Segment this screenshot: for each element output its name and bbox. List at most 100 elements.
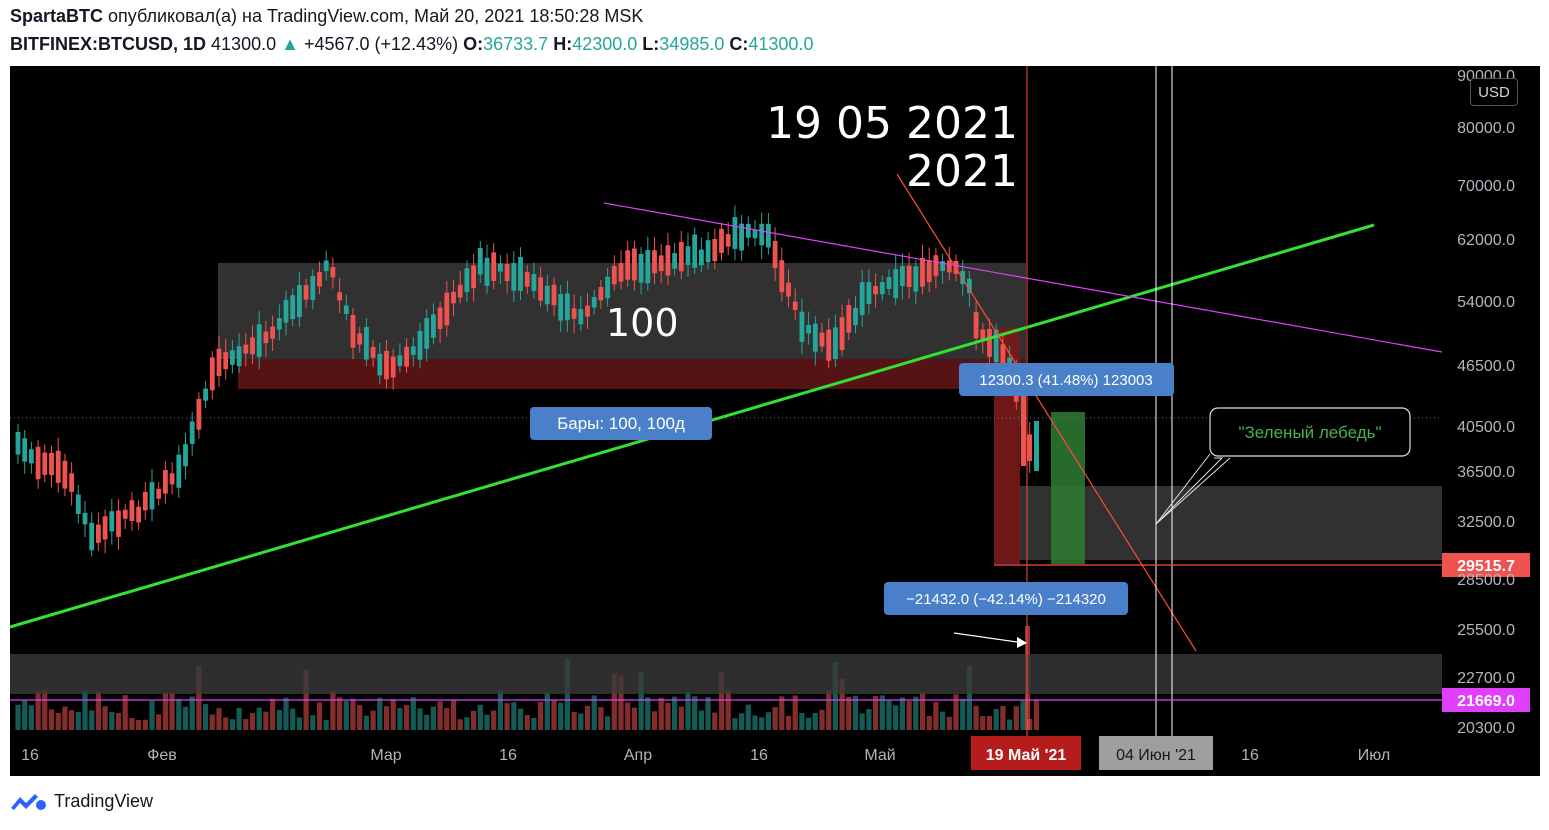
candle[interactable] [906,265,912,288]
candle[interactable] [987,328,992,357]
candle[interactable] [270,326,275,339]
candle[interactable] [437,307,443,330]
candle[interactable] [176,454,182,488]
candle[interactable] [598,287,604,301]
candle[interactable] [236,346,242,367]
candle[interactable] [745,223,751,238]
candle[interactable] [35,446,41,480]
candle[interactable] [544,285,550,305]
candle[interactable] [565,293,570,321]
candle[interactable] [464,268,470,293]
candle[interactable] [839,317,845,351]
chart-pane[interactable]: "Зеленый лебедь" 19 05 2021 2021 100 Бар… [10,66,1540,776]
candle[interactable] [685,246,691,265]
price-axis[interactable]: 29515.7 21669.0 90000.080000.070000.0620… [1442,66,1540,737]
candle[interactable] [678,241,684,272]
candle[interactable] [424,318,430,349]
candle[interactable] [129,500,135,521]
candle[interactable] [886,277,892,289]
candle[interactable] [853,308,858,326]
candle[interactable] [183,444,188,467]
candle[interactable] [665,245,671,276]
target-box[interactable] [1018,486,1442,560]
candle[interactable] [973,312,979,339]
candle[interactable] [337,292,342,301]
footer-brand[interactable]: TradingView [54,790,154,811]
candle[interactable] [699,249,704,266]
candle[interactable] [142,491,148,511]
candle[interactable] [317,272,322,287]
candle[interactable] [504,264,510,282]
candle[interactable] [658,255,664,272]
candle[interactable] [163,470,168,494]
candle[interactable] [786,282,791,297]
candle[interactable] [531,273,537,291]
candle[interactable] [772,240,778,269]
candle[interactable] [283,299,289,323]
candle[interactable] [102,516,108,540]
candle[interactable] [1000,344,1006,371]
candle[interactable] [377,353,383,376]
candle[interactable] [498,263,503,272]
candle[interactable] [712,238,718,262]
candle[interactable] [457,284,463,298]
candle[interactable] [913,266,919,292]
candle[interactable] [779,260,785,293]
candle[interactable] [109,511,115,532]
candle[interactable] [625,250,631,280]
chart-canvas[interactable]: "Зеленый лебедь" 19 05 2021 2021 100 Бар… [10,66,1540,776]
candle[interactable] [431,314,436,338]
candle[interactable] [591,297,597,308]
candle[interactable] [96,524,101,543]
candle[interactable] [806,324,811,334]
candle[interactable] [82,512,88,525]
candle[interactable] [873,285,878,295]
candle[interactable] [571,308,577,319]
candle[interactable] [799,311,805,342]
candle[interactable] [216,348,222,376]
candle[interactable] [558,294,564,321]
support-band[interactable] [238,359,1026,389]
candle[interactable] [920,257,925,287]
candle[interactable] [705,240,711,263]
candle[interactable] [879,282,885,295]
candle[interactable] [551,284,557,306]
candle[interactable] [116,510,121,537]
time-axis[interactable]: 16 Фев Мар 16 Апр 16 Май 16 Июл 19 Май '21 04 Июн … [10,736,1540,776]
candle[interactable] [256,324,262,357]
candle[interactable] [370,346,376,358]
candle[interactable] [62,460,68,489]
candle[interactable] [967,278,972,294]
candle[interactable] [136,506,141,523]
candle[interactable] [42,452,48,475]
candle[interactable] [484,257,490,286]
candle[interactable] [189,421,195,444]
candle[interactable] [611,265,617,285]
candle[interactable] [766,223,771,248]
candle[interactable] [652,250,657,274]
symbol-name[interactable]: BITFINEX:BTCUSD, 1D [10,34,207,54]
candle[interactable] [812,323,818,352]
candle[interactable] [605,276,610,299]
candle[interactable] [156,488,162,499]
candle[interactable] [390,356,396,378]
candle[interactable] [524,272,530,287]
candle[interactable] [276,318,282,330]
candle[interactable] [833,327,838,360]
candle[interactable] [364,327,369,360]
candle[interactable] [933,255,939,276]
range-up-label-bg[interactable] [959,363,1174,396]
candle[interactable] [417,330,423,360]
candle[interactable] [846,305,852,333]
pink-trendline[interactable] [603,202,1443,353]
candle[interactable] [672,253,677,269]
arrow-line[interactable] [953,632,1025,644]
candle[interactable] [69,473,74,492]
candle[interactable] [926,260,932,283]
candle[interactable] [1027,434,1033,462]
candle[interactable] [250,337,255,355]
candle[interactable] [759,223,765,246]
candle[interactable] [49,452,54,476]
candle[interactable] [538,277,543,301]
candle[interactable] [819,332,825,347]
